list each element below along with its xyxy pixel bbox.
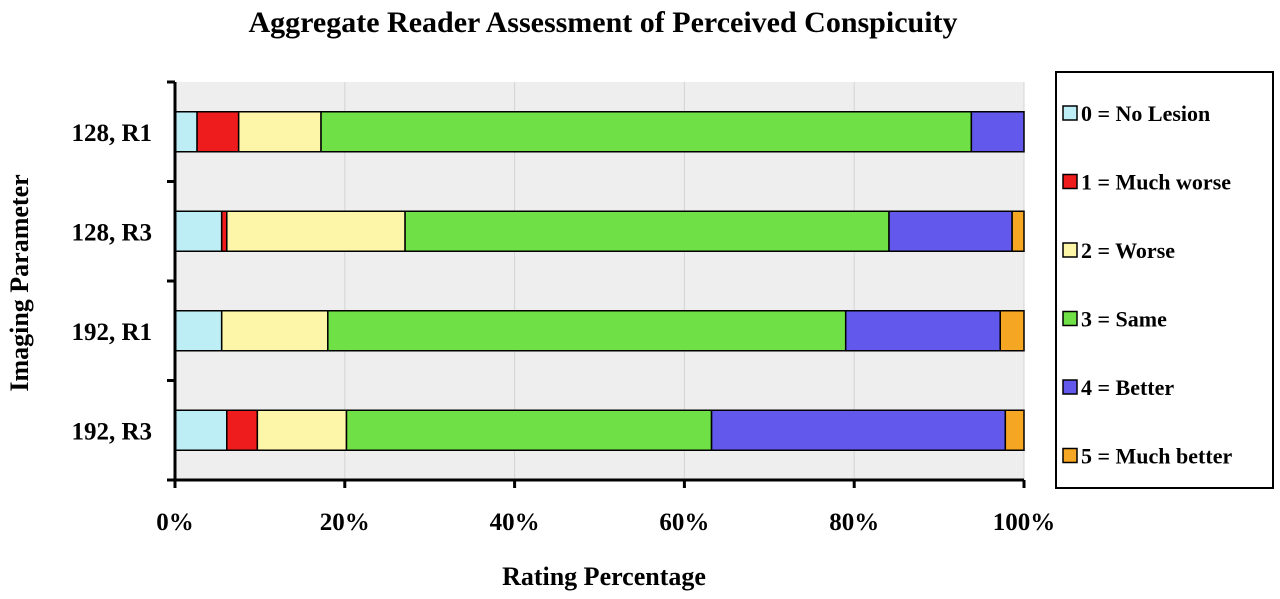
x-tick-labels: 0% 20% 40% 60% 80% 100% <box>156 509 1055 536</box>
bar-segment <box>345 409 713 451</box>
legend: 0 = No Lesion 1 = Much worse 2 = Worse 3 = … <box>1055 71 1274 489</box>
x-tick-label: 40% <box>490 509 540 536</box>
category-label: 128, R3 <box>71 219 152 246</box>
y-axis-label: Imaging Parameter <box>5 174 34 391</box>
legend-box <box>1055 71 1274 489</box>
bar-segment <box>888 210 1013 252</box>
legend-swatch <box>1062 242 1078 258</box>
legend-label: 2 = Worse <box>1081 238 1175 263</box>
axes <box>167 80 1026 488</box>
x-axis-label: Rating Percentage <box>502 562 706 591</box>
bar-segment <box>970 111 1025 153</box>
bar-segment <box>220 210 228 252</box>
legend-label: 0 = No Lesion <box>1081 101 1210 126</box>
legend-swatch <box>1062 105 1078 121</box>
category-labels: 128, R1 128, R3 192, R1 192, R3 <box>71 120 152 446</box>
bar-segment <box>174 111 198 153</box>
bar-segment <box>174 409 228 451</box>
bar-segment <box>844 310 1001 352</box>
x-tick-label: 80% <box>829 509 879 536</box>
legend-label: 5 = Much better <box>1081 444 1232 469</box>
bar-segment <box>220 310 329 352</box>
bar-segment <box>174 310 223 352</box>
x-tick-label: 60% <box>659 509 709 536</box>
bar-segment <box>320 111 973 153</box>
category-label: 192, R3 <box>71 418 152 445</box>
bar-segment <box>196 111 240 153</box>
bar-segment <box>237 111 322 153</box>
legend-swatch <box>1062 310 1078 327</box>
bar-segment <box>1004 409 1025 451</box>
bar-segment <box>999 310 1025 352</box>
legend-swatch <box>1062 173 1078 190</box>
bars <box>174 111 1025 451</box>
x-tick-label: 0% <box>156 509 194 536</box>
legend-label: 4 = Better <box>1081 375 1174 400</box>
bar-segment <box>226 409 259 451</box>
legend-swatch <box>1062 447 1078 464</box>
category-label: 128, R1 <box>71 120 152 147</box>
bar-segment <box>174 210 223 252</box>
x-tick-label: 100% <box>993 509 1056 536</box>
bar-segment <box>256 409 348 451</box>
bar-segment <box>1011 210 1025 252</box>
bar-segment <box>404 210 890 252</box>
bar-segment <box>327 310 847 352</box>
bar-segment <box>710 409 1007 451</box>
legend-swatch <box>1062 379 1078 395</box>
bar-segment <box>226 210 406 252</box>
category-label: 192, R1 <box>71 319 152 346</box>
chart-title: Aggregate Reader Assessment of Perceived… <box>248 6 957 39</box>
x-tick-label: 20% <box>320 509 370 536</box>
legend-label: 3 = Same <box>1081 307 1167 332</box>
legend-label: 1 = Much worse <box>1081 170 1231 195</box>
